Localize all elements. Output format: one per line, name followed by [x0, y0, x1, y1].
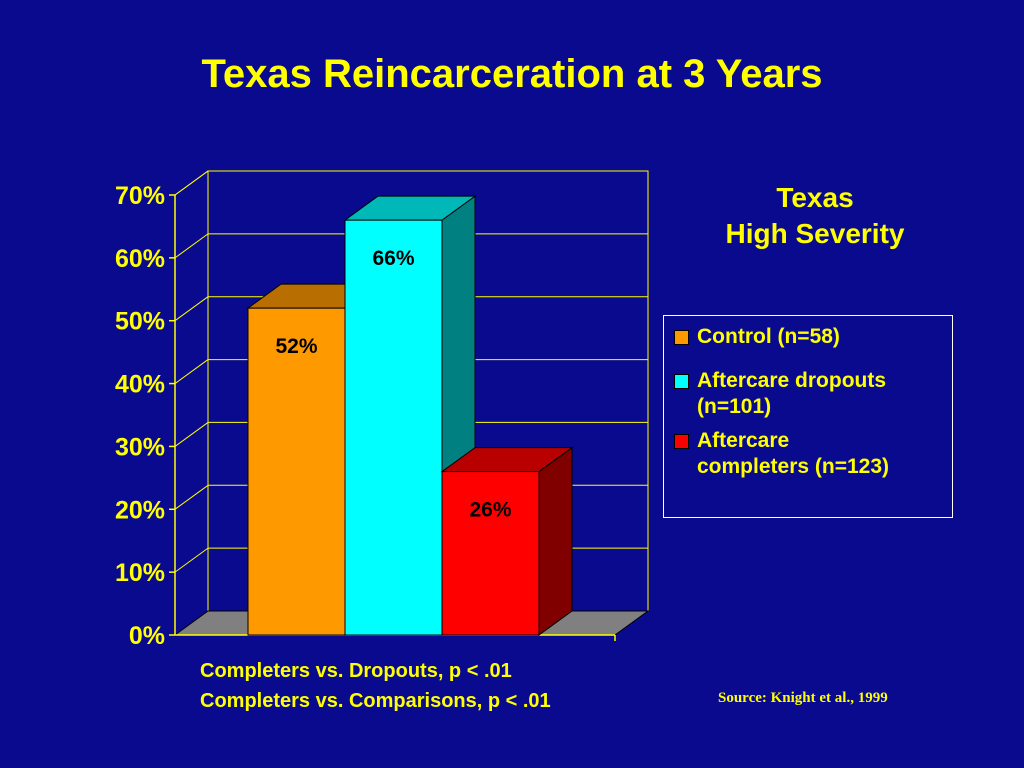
- chart-title: Texas Reincarceration at 3 Years: [201, 52, 823, 96]
- source-citation: Source: Knight et al., 1999: [718, 690, 888, 706]
- legend-swatch: [674, 374, 689, 389]
- bar: [247, 307, 346, 636]
- bar: [441, 471, 540, 636]
- gridline-side: [174, 233, 209, 259]
- gridline-side: [174, 547, 209, 573]
- legend-swatch: [674, 434, 689, 449]
- legend-label-line: Aftercare: [697, 429, 790, 452]
- legend-label-line: completers (n=123): [697, 455, 889, 478]
- gridline-side: [174, 170, 209, 196]
- note-line-2: Completers vs. Comparisons, p < .01: [200, 690, 551, 712]
- gridline-side: [174, 484, 209, 510]
- significance-notes: Completers vs. Dropouts, p < .01 Complet…: [200, 656, 551, 716]
- y-tick-label: 50%: [115, 308, 165, 336]
- legend-item-dropouts: Aftercare dropouts (n=101): [674, 368, 946, 420]
- bar-value-label: 26%: [469, 499, 511, 522]
- gridline-side: [174, 296, 209, 322]
- subtitle-line-2: High Severity: [725, 218, 905, 249]
- legend-label: Control (n=58): [697, 324, 840, 350]
- bar-value-label: 66%: [372, 247, 414, 270]
- chart-legend: Control (n=58) Aftercare dropouts (n=101…: [663, 315, 953, 518]
- legend-swatch: [674, 330, 689, 345]
- legend-label: Aftercare dropouts (n=101): [697, 368, 886, 420]
- subtitle-line-1: Texas: [776, 182, 854, 213]
- legend-label-line: Control (n=58): [697, 325, 840, 348]
- y-tick-label: 0%: [129, 622, 165, 650]
- gridline-side: [174, 422, 209, 447]
- y-tick-label: 20%: [115, 496, 165, 524]
- y-tick-label: 70%: [115, 182, 165, 210]
- gridline-side: [174, 359, 209, 384]
- bar: [344, 219, 443, 636]
- y-tick-label: 30%: [115, 433, 165, 461]
- note-line-1: Completers vs. Dropouts, p < .01: [200, 660, 512, 682]
- y-tick-label: 10%: [115, 559, 165, 587]
- legend-label: Aftercare completers (n=123): [697, 428, 889, 480]
- legend-label-line: Aftercare dropouts: [697, 369, 887, 392]
- legend-item-completers: Aftercare completers (n=123): [674, 428, 946, 480]
- y-tick-label: 40%: [115, 371, 165, 399]
- y-tick-label: 60%: [115, 245, 165, 273]
- legend-item-control: Control (n=58): [674, 324, 946, 350]
- chart-subtitle: Texas High Severity: [680, 180, 950, 252]
- bar-side: [538, 446, 573, 636]
- bar-value-label: 52%: [275, 335, 317, 358]
- legend-label-line: (n=101): [697, 395, 772, 418]
